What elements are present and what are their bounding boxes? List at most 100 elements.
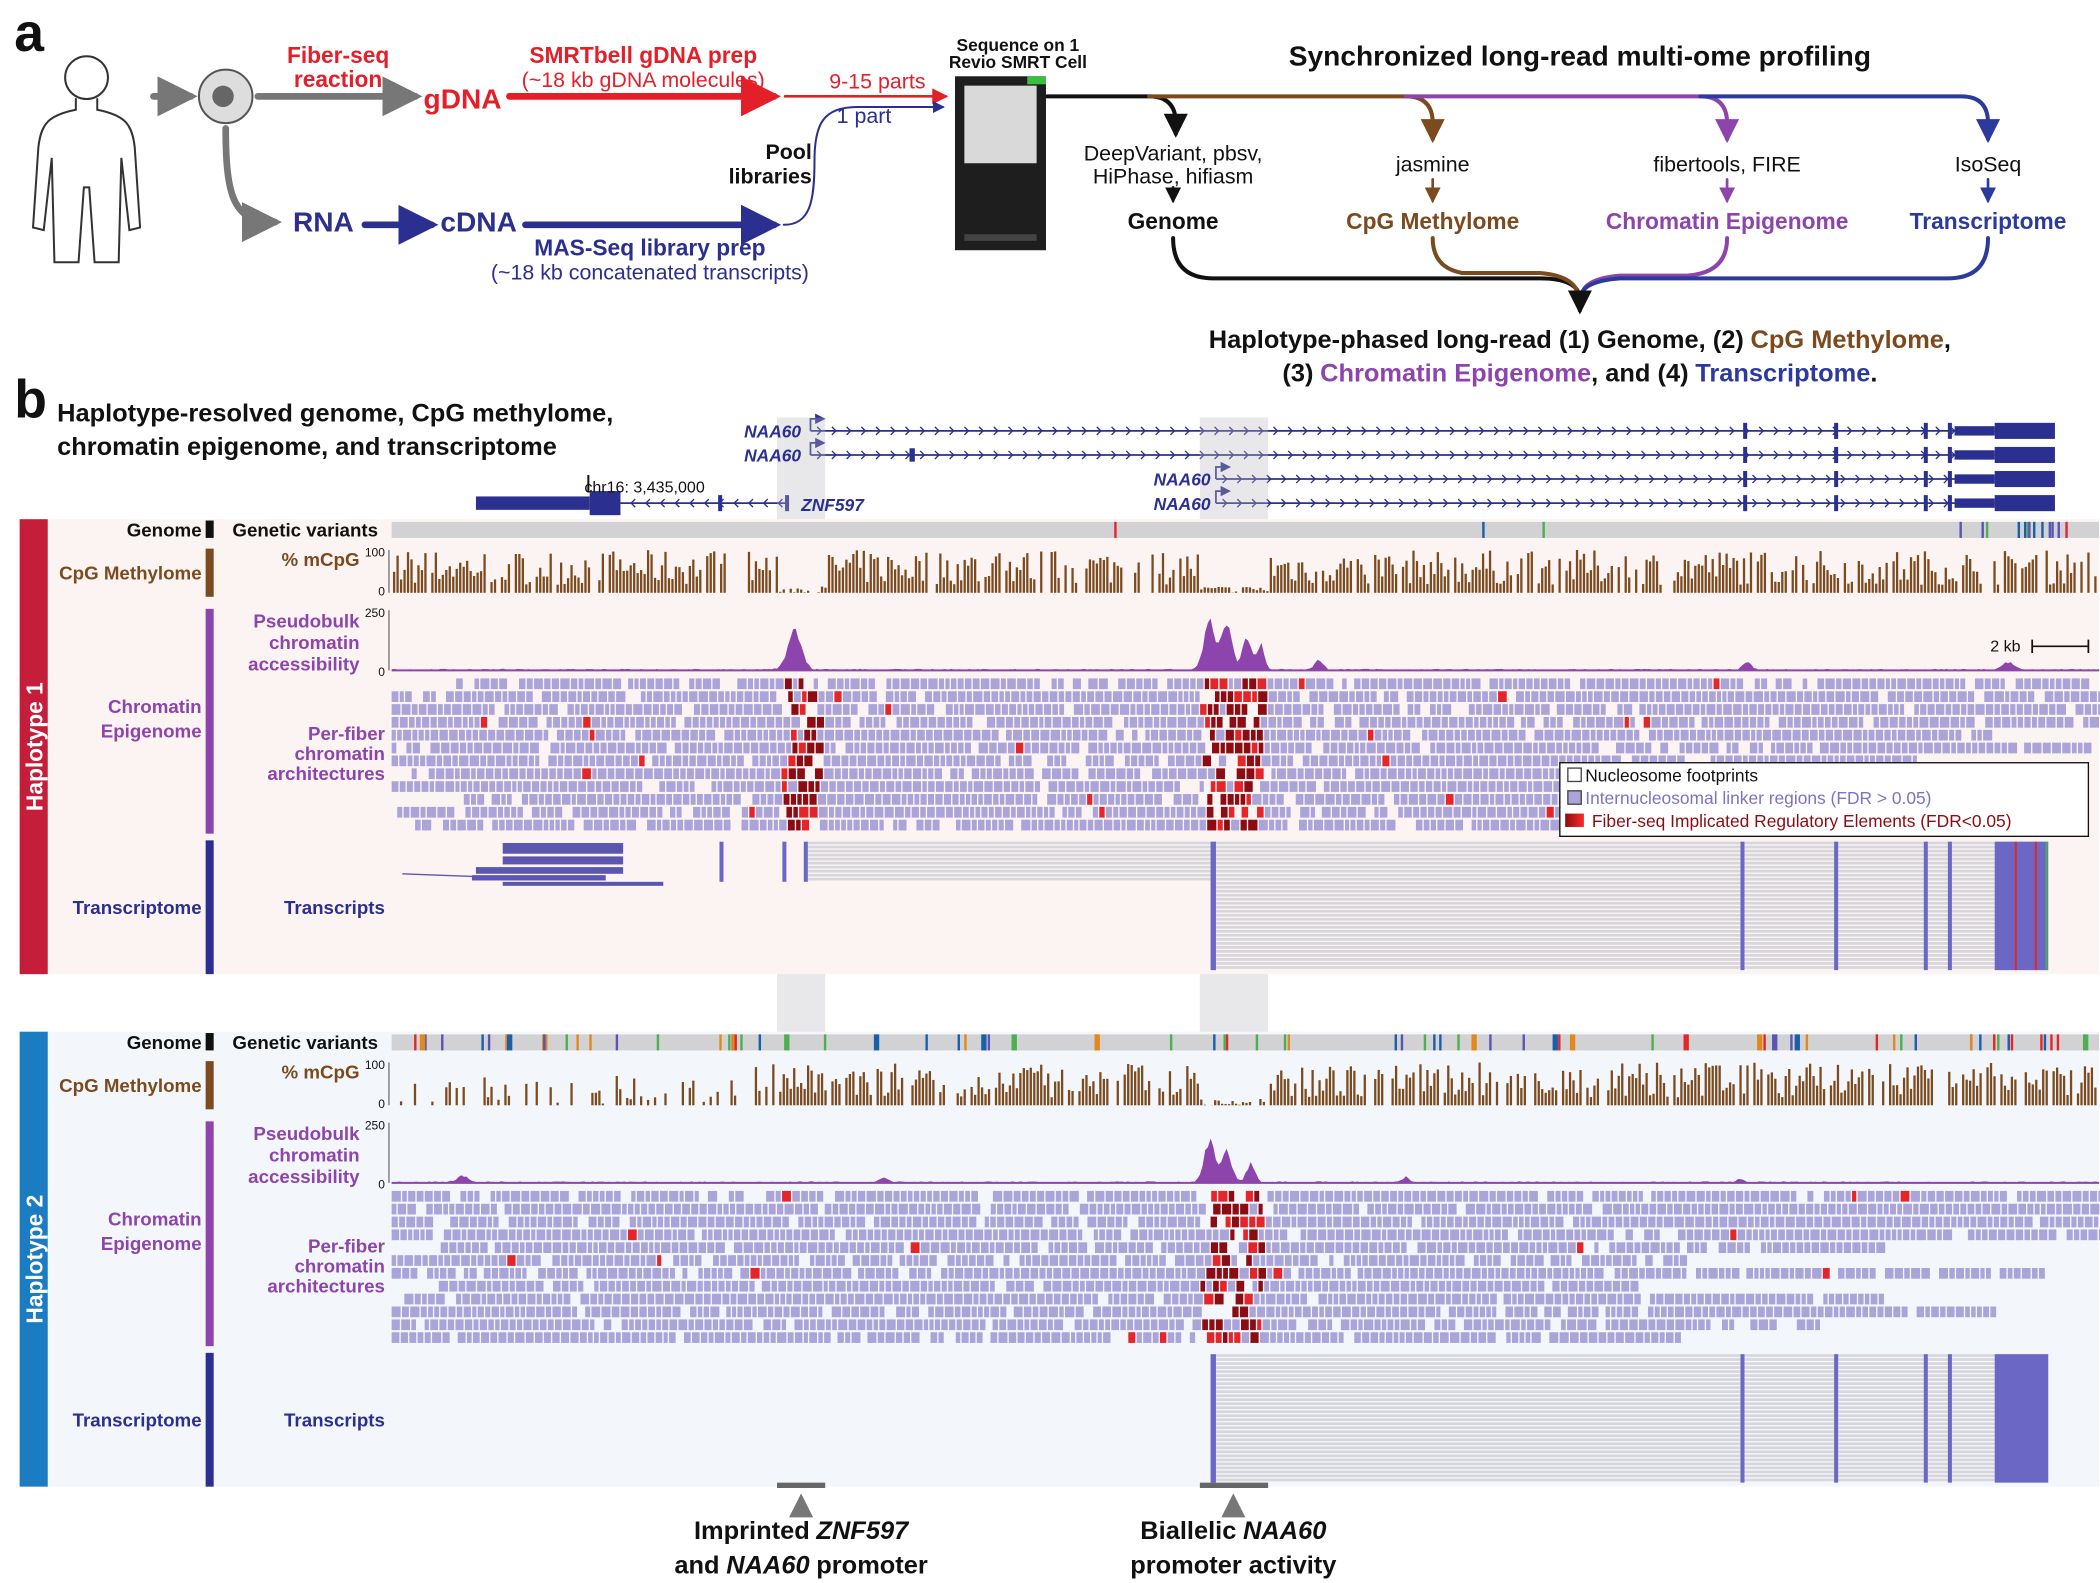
- cpg-bar: [1189, 1078, 1192, 1106]
- fiber-segment: [1543, 794, 1551, 805]
- fiber-segment: [1099, 1229, 1105, 1241]
- fiber-segment: [1760, 1216, 1769, 1228]
- fiber-segment: [1487, 1280, 1494, 1292]
- fiber-segment: [1711, 1190, 1720, 1202]
- cpg-bar: [486, 1097, 490, 1106]
- cpg-bar: [1572, 1080, 1575, 1106]
- fiber-segment: [507, 1255, 516, 1266]
- fiber-segment: [1720, 1190, 1726, 1202]
- fiber-segment: [639, 755, 645, 767]
- fiber-segment: [686, 768, 694, 780]
- fiber-segment: [822, 1268, 832, 1279]
- cpg-bar: [2003, 1085, 2007, 1106]
- fiber-segment: [2041, 1203, 2046, 1215]
- fiber-segment: [539, 1203, 545, 1215]
- fiber-segment: [1128, 1280, 1137, 1292]
- panel-a-graphics: [31, 55, 2001, 315]
- fiber-segment: [1195, 1216, 1201, 1228]
- fiber-segment: [1480, 794, 1489, 805]
- fiber-segment: [899, 1216, 906, 1228]
- fiber-segment: [984, 794, 992, 805]
- fiber-segment: [952, 1216, 961, 1228]
- cpg-bar: [1214, 1100, 1217, 1106]
- cpg-bar: [1415, 561, 1419, 593]
- fiber-segment: [1524, 768, 1532, 780]
- fiber-segment: [1257, 678, 1267, 690]
- fiber-segment: [1425, 781, 1433, 792]
- fiber-segment: [1499, 678, 1504, 690]
- transcript-read: [502, 881, 664, 886]
- fiber-segment: [1246, 768, 1255, 780]
- fiber-segment: [515, 1268, 522, 1279]
- fiber-segment: [449, 1280, 458, 1292]
- cpg-bar: [1471, 1083, 1474, 1106]
- fiber-segment: [404, 1255, 414, 1266]
- fiber-segment: [1266, 1242, 1271, 1254]
- fiber-segment: [920, 1280, 928, 1292]
- fiber-segment: [1373, 1190, 1380, 1202]
- fiber-segment: [1095, 691, 1104, 702]
- cpg-bar: [507, 564, 511, 593]
- fiber-segment: [1701, 716, 1708, 728]
- fiber-segment: [1786, 691, 1796, 702]
- fiber-segment: [920, 794, 927, 805]
- fiber-segment: [1325, 794, 1335, 805]
- fiber-segment: [1177, 729, 1186, 741]
- cpg-bar: [1906, 1067, 1909, 1106]
- fiber-segment: [1254, 1293, 1260, 1305]
- cpg-bar: [546, 576, 549, 593]
- cpg-bar: [1221, 587, 1224, 593]
- fiber-segment: [1457, 691, 1467, 702]
- cpg-bar: [1506, 1083, 1509, 1106]
- fiber-segment: [1275, 819, 1282, 831]
- cpg-bar: [1704, 555, 1707, 593]
- fiber-segment: [941, 1280, 947, 1292]
- fiber-segment: [733, 1242, 743, 1254]
- cpg-bar: [1019, 1073, 1022, 1106]
- fiber-segment: [875, 1203, 885, 1215]
- fiber-segment: [584, 678, 594, 690]
- variant: [957, 1034, 960, 1051]
- fiber-segment: [1801, 716, 1811, 728]
- fiber-segment: [854, 742, 860, 754]
- fiber-segment: [1504, 781, 1509, 792]
- fiber-segment: [1189, 742, 1197, 754]
- fiber-segment: [1580, 678, 1586, 690]
- cpg-bar: [431, 572, 434, 593]
- fiber-segment: [1742, 716, 1749, 728]
- fiber-segment: [1581, 755, 1588, 767]
- fiber-segment: [589, 704, 595, 715]
- fiber-segment: [1313, 1280, 1321, 1292]
- fiber-segment: [1015, 794, 1023, 805]
- fiber-segment: [801, 1190, 808, 1202]
- fiber-segment: [837, 1255, 845, 1266]
- cpg-bar: [1294, 580, 1297, 593]
- cpg-bar: [1548, 1090, 1551, 1106]
- fiber-segment: [501, 794, 506, 805]
- fiber-segment: [546, 716, 552, 728]
- cpg-bar: [1335, 1095, 1339, 1106]
- fiber-segment: [1015, 1280, 1024, 1292]
- cpg-bar: [1147, 1081, 1151, 1106]
- fiber-segment: [452, 755, 458, 767]
- fiber-segment: [1495, 794, 1504, 805]
- fiber-segment: [508, 716, 518, 728]
- fiber-segment: [2011, 716, 2017, 728]
- exon: [1994, 495, 2055, 512]
- cpg-bar: [653, 577, 657, 593]
- fiber-segment: [1462, 1280, 1470, 1292]
- fiber-segment: [555, 819, 560, 831]
- fiber-segment: [483, 742, 492, 754]
- fiber-segment: [842, 716, 851, 728]
- fiber-segment: [676, 806, 682, 818]
- fiber-segment: [1693, 678, 1700, 690]
- fiber-segment: [917, 704, 926, 715]
- fiber-segment: [1188, 1229, 1195, 1241]
- fiber-segment: [553, 1216, 562, 1228]
- fiber-segment: [1601, 755, 1611, 767]
- fiber-segment: [712, 678, 720, 690]
- fiber-segment: [973, 781, 984, 792]
- fiber-segment: [1783, 678, 1792, 690]
- fiber-segment: [1796, 1242, 1804, 1254]
- fiber-segment: [1861, 1216, 1867, 1228]
